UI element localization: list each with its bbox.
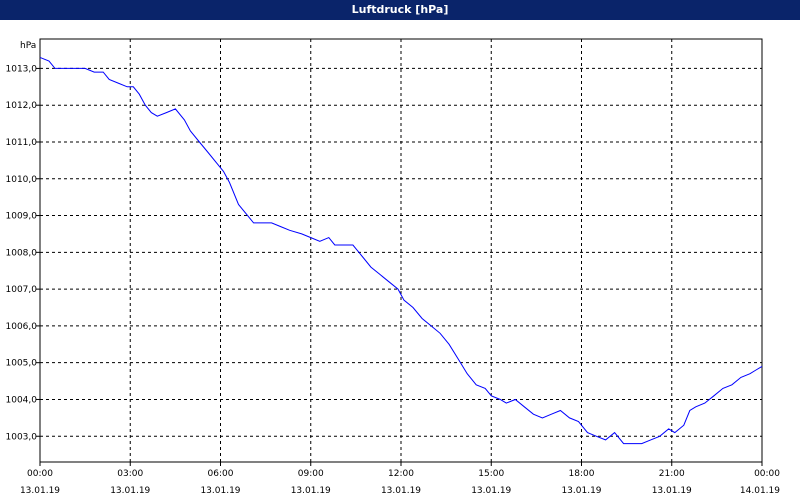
y-tick-label: 1007,0 [6, 285, 38, 295]
x-tick-date-label: 13.01.19 [291, 486, 331, 496]
y-tick-label: 1003,0 [6, 432, 38, 442]
x-tick-time-label: 18:00 [569, 469, 595, 479]
x-tick-date-label: 13.01.19 [471, 486, 511, 496]
y-axis-label: hPa [20, 41, 36, 51]
x-tick-date-label: 14.01.19 [740, 486, 780, 496]
x-tick-date-label: 13.01.19 [110, 486, 150, 496]
y-axis-ticks: 1003,0 1004,0 1005,0 1006,0 1007,0 1008,0 1009… [6, 64, 40, 442]
x-tick-date-label: 13.01.19 [381, 486, 421, 496]
x-tick-date-label: 13.01.19 [200, 486, 240, 496]
x-tick-time-label: 21:00 [659, 469, 685, 479]
x-tick-date-label: 13.01.19 [20, 486, 60, 496]
y-tick-label: 1011,0 [6, 138, 38, 148]
y-tick-label: 1012,0 [6, 101, 38, 111]
x-tick-time-label: 12:00 [388, 469, 414, 479]
x-tick-time-label: 06:00 [208, 469, 234, 479]
pressure-series-line [39, 56, 763, 445]
x-tick-time-label: 09:00 [298, 469, 324, 479]
x-tick-time-label: 15:00 [478, 469, 504, 479]
y-tick-label: 1013,0 [6, 64, 38, 74]
x-tick-time-label: 00:00 [754, 469, 780, 479]
y-tick-label: 1005,0 [6, 359, 38, 369]
y-tick-label: 1010,0 [6, 175, 38, 185]
x-tick-time-label: 03:00 [117, 469, 143, 479]
x-axis-ticks: 00:00 13.01.19 03:00 13.01.19 06:00 13.01.19 0… [20, 462, 780, 496]
x-tick-date-label: 13.01.19 [561, 486, 601, 496]
y-tick-label: 1008,0 [6, 248, 38, 258]
window-title: Luftdruck [hPa] [0, 0, 800, 20]
x-tick-time-label: 00:00 [27, 469, 53, 479]
chart-grid [40, 39, 762, 462]
x-tick-date-label: 13.01.19 [652, 486, 692, 496]
y-tick-label: 1004,0 [6, 395, 38, 405]
y-tick-label: 1006,0 [6, 322, 38, 332]
y-tick-label: 1009,0 [6, 212, 38, 222]
